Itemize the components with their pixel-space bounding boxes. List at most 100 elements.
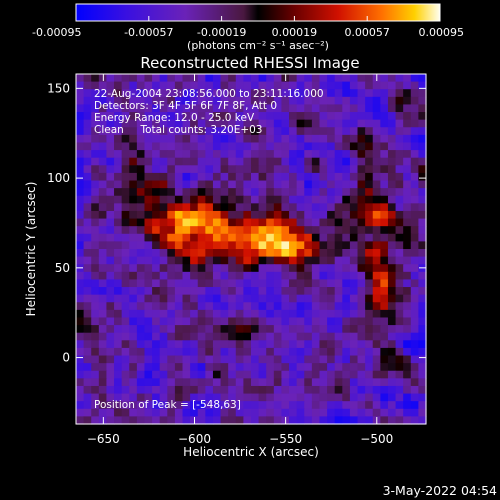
heatmap-cell — [212, 203, 222, 212]
heatmap-cell — [121, 309, 130, 319]
heatmap-cell — [220, 264, 229, 273]
heatmap-cell — [190, 302, 199, 311]
heatmap-cell — [349, 180, 359, 189]
heatmap-cell — [281, 119, 290, 128]
heatmap-cell — [372, 401, 381, 410]
heatmap-cell — [296, 89, 305, 98]
heatmap-cell — [76, 188, 85, 197]
heatmap-cell — [83, 119, 92, 128]
heatmap-cell — [372, 180, 381, 189]
heatmap-cell — [228, 340, 237, 349]
heatmap-cell — [387, 302, 397, 311]
heatmap-cell — [387, 142, 397, 151]
heatmap-cell — [289, 226, 298, 235]
heatmap-cell — [182, 385, 191, 395]
heatmap-cell — [197, 210, 206, 220]
heatmap-cell — [212, 287, 222, 296]
heatmap-cell — [403, 393, 412, 402]
heatmap-cell — [76, 340, 85, 349]
heatmap-cell — [190, 294, 199, 303]
heatmap-cell — [159, 279, 168, 288]
heatmap-cell — [190, 317, 199, 326]
heatmap-cell — [380, 195, 389, 204]
heatmap-cell — [327, 325, 336, 334]
heatmap-cell — [372, 134, 381, 144]
heatmap-cell — [319, 89, 328, 98]
heatmap-cell — [83, 104, 92, 113]
heatmap-cell — [395, 302, 404, 311]
heatmap-cell — [418, 203, 427, 212]
heatmap-cell — [372, 378, 381, 387]
heatmap-cell — [357, 378, 366, 387]
heatmap-cell — [365, 340, 374, 349]
heatmap-cell — [410, 416, 419, 425]
heatmap-cell — [174, 134, 184, 144]
heatmap-cell — [418, 340, 427, 349]
heatmap-cell — [212, 142, 222, 151]
heatmap-cell — [410, 195, 419, 204]
heatmap-cell — [273, 279, 283, 288]
heatmap-cell — [304, 332, 313, 341]
heatmap-cell — [387, 104, 397, 113]
heatmap-cell — [342, 264, 351, 273]
heatmap-cell — [289, 309, 298, 319]
heatmap-cell — [311, 302, 321, 311]
heatmap-cell — [167, 271, 176, 281]
heatmap-cell — [380, 287, 389, 296]
heatmap-cell — [167, 325, 176, 334]
heatmap-cell — [243, 188, 252, 197]
heatmap-cell — [266, 271, 275, 281]
peak-position-annotation: Position of Peak = [-548,63] — [94, 399, 241, 411]
heatmap-cell — [251, 210, 260, 220]
heatmap-cell — [106, 363, 115, 372]
heatmap-cell — [342, 142, 351, 151]
heatmap-cell — [205, 188, 214, 197]
heatmap-cell — [136, 81, 146, 90]
heatmap-cell — [129, 294, 138, 303]
heatmap-cell — [76, 210, 85, 220]
heatmap-cell — [121, 317, 130, 326]
heatmap-cell — [129, 119, 138, 128]
heatmap-cell — [311, 363, 321, 372]
heatmap-cell — [372, 119, 381, 128]
heatmap-cell — [395, 249, 404, 258]
heatmap-cell — [205, 393, 214, 402]
heatmap-cell — [380, 142, 389, 151]
heatmap-cell — [311, 203, 321, 212]
heatmap-cell — [220, 157, 229, 166]
heatmap-cell — [387, 317, 397, 326]
heatmap-cell — [319, 112, 328, 121]
heatmap-cell — [296, 393, 305, 402]
heatmap-cell — [258, 180, 267, 189]
heatmap-cell — [167, 416, 176, 425]
heatmap-cell — [395, 332, 404, 341]
heatmap-cell — [174, 408, 184, 417]
heatmap-cell — [327, 195, 336, 204]
heatmap-cell — [273, 249, 283, 258]
heatmap-cell — [98, 378, 108, 387]
heatmap-cell — [410, 309, 419, 319]
heatmap-cell — [144, 81, 153, 90]
heatmap-cell — [273, 96, 283, 106]
heatmap-cell — [342, 416, 351, 425]
heatmap-cell — [365, 104, 374, 113]
heatmap-cell — [83, 271, 92, 281]
heatmap-cell — [190, 180, 199, 189]
heatmap-cell — [235, 332, 244, 341]
heatmap-cell — [342, 385, 351, 395]
heatmap-cell — [129, 96, 138, 106]
heatmap-cell — [144, 233, 153, 242]
heatmap-cell — [98, 172, 108, 182]
heatmap-cell — [144, 218, 153, 227]
heatmap-cell — [304, 172, 313, 182]
heatmap-cell — [121, 112, 130, 121]
chart-title: Reconstructed RHESSI Image — [140, 54, 359, 72]
heatmap-cell — [121, 408, 130, 417]
heatmap-cell — [136, 309, 146, 319]
x-axis-ticks: −650 −600 −550 −500 — [87, 74, 393, 446]
heatmap-cell — [212, 119, 222, 128]
heatmap-cell — [76, 112, 85, 121]
heatmap-cell — [174, 287, 184, 296]
heatmap-cell — [304, 119, 313, 128]
heatmap-cell — [342, 408, 351, 417]
